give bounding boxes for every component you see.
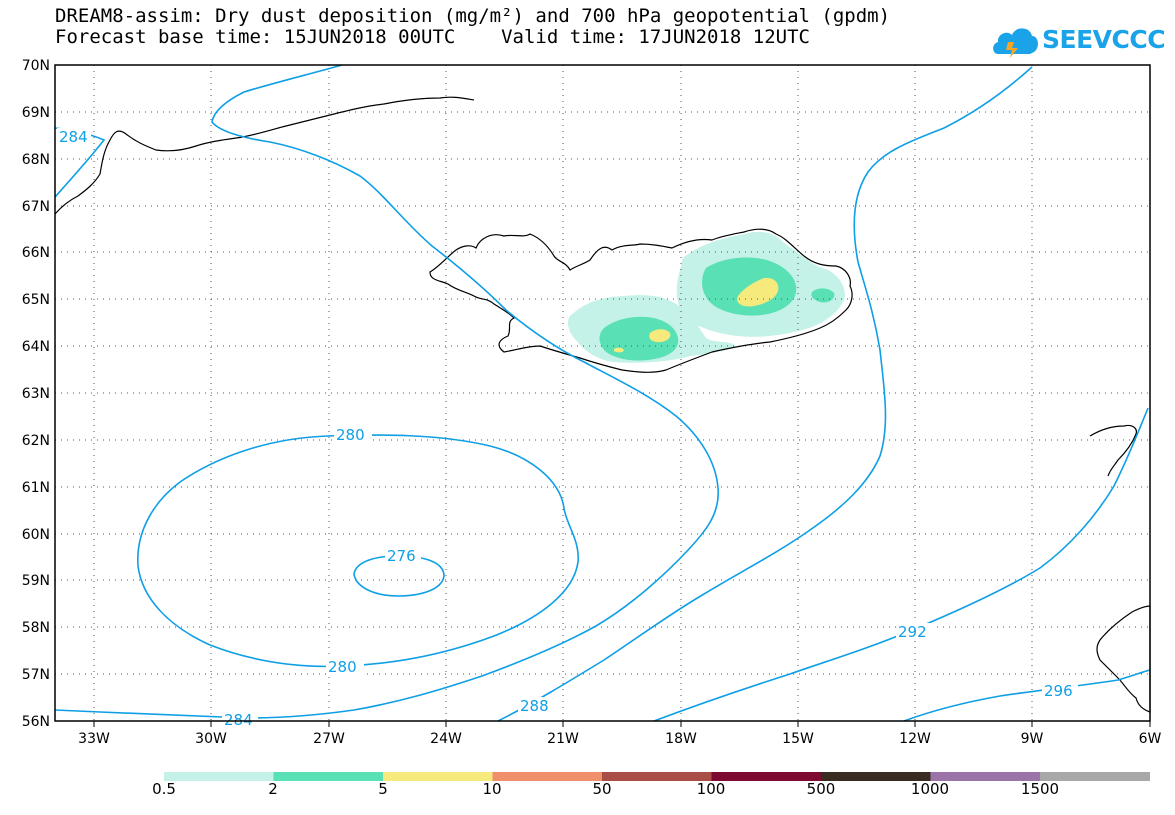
lat-label: 59N xyxy=(22,573,50,589)
colorbar-label: 2 xyxy=(268,780,278,798)
colorbar-swatch xyxy=(273,772,384,781)
lon-label: 30W xyxy=(195,731,227,747)
contour-296 xyxy=(903,669,1151,722)
colorbar xyxy=(164,772,1150,781)
contour-280-loop xyxy=(137,434,579,668)
lon-label: 21W xyxy=(547,731,579,747)
contour-276-loop xyxy=(353,555,445,597)
contour-labels: 284 280 276 280 284 288 292 296 xyxy=(57,128,1078,729)
contour-label: 296 xyxy=(1044,682,1073,700)
lat-label: 57N xyxy=(22,667,50,683)
contour-label: 276 xyxy=(387,547,416,565)
colorbar-label: 10 xyxy=(482,780,502,798)
coastline-faroe-norway-north xyxy=(1089,424,1137,477)
colorbar-label: 1500 xyxy=(1020,780,1060,798)
lat-label: 64N xyxy=(22,339,50,355)
dust-area-yellow-small xyxy=(614,347,624,353)
contour-292 xyxy=(653,407,1149,722)
colorbar-label: 100 xyxy=(696,780,726,798)
coastlines xyxy=(54,96,1151,713)
contour-284-main xyxy=(54,64,719,719)
colorbar-swatch xyxy=(711,772,822,781)
dust-area-yellow-east xyxy=(737,277,779,307)
seevccc-logo: SEEVCCC xyxy=(990,18,1166,62)
colorbar-label: 5 xyxy=(378,780,388,798)
map-gridlines xyxy=(55,65,1150,721)
coastline-iceland xyxy=(429,228,853,373)
title-line-1: DREAM8-assim: Dry dust deposition (mg/m²… xyxy=(55,5,891,27)
contour-label: 292 xyxy=(898,623,927,641)
dust-deposition-shading xyxy=(568,231,845,363)
lat-label: 58N xyxy=(22,620,50,636)
lat-label: 69N xyxy=(22,105,50,121)
coastline-greenland xyxy=(54,96,475,215)
contour-label: 280 xyxy=(336,426,365,444)
lon-label: 9W xyxy=(1021,731,1044,747)
lon-label: 18W xyxy=(665,731,697,747)
colorbar-label: 1000 xyxy=(910,780,950,798)
lon-label: 15W xyxy=(782,731,814,747)
lat-label: 68N xyxy=(22,152,50,168)
colorbar-label: 50 xyxy=(592,780,612,798)
map-frame xyxy=(54,64,1151,722)
lon-label: 27W xyxy=(313,731,345,747)
contour-label: 284 xyxy=(224,711,253,729)
colorbar-label: 0.5 xyxy=(152,780,176,798)
colorbar-swatch xyxy=(164,772,274,781)
colorbar-swatch xyxy=(602,772,712,781)
dust-area-yellow-west xyxy=(649,329,671,343)
lat-label: 61N xyxy=(22,480,50,496)
colorbar-label: 500 xyxy=(806,780,836,798)
geopotential-contours xyxy=(54,64,1151,722)
lat-label: 62N xyxy=(22,433,50,449)
lon-label: 33W xyxy=(78,731,110,747)
lon-label: 24W xyxy=(430,731,462,747)
contour-label: 284 xyxy=(59,128,88,146)
lon-label: 12W xyxy=(899,731,931,747)
contour-label: 280 xyxy=(328,658,357,676)
lat-label: 67N xyxy=(22,199,50,215)
lat-label: 60N xyxy=(22,527,50,543)
coastline-scotland xyxy=(1096,605,1151,713)
cloud-logo-icon xyxy=(993,28,1038,58)
colorbar-swatch xyxy=(930,772,1041,781)
lat-label: 56N xyxy=(22,714,50,730)
contour-label: 288 xyxy=(520,697,549,715)
latitude-labels: 70N 69N 68N 67N 66N 65N 64N 63N 62N 61N … xyxy=(22,58,50,730)
lat-label: 65N xyxy=(22,292,50,308)
title-line-2: Forecast base time: 15JUN2018 00UTC Vali… xyxy=(55,26,810,48)
colorbar-swatch xyxy=(1040,772,1150,781)
colorbar-swatch xyxy=(383,772,493,781)
lat-label: 63N xyxy=(22,386,50,402)
lat-label: 70N xyxy=(22,58,50,74)
lat-label: 66N xyxy=(22,245,50,261)
colorbar-swatch xyxy=(821,772,931,781)
axis-ticks xyxy=(93,721,1151,727)
longitude-labels: 33W 30W 27W 24W 21W 18W 15W 12W 9W 6W xyxy=(78,731,1161,747)
colorbar-swatch xyxy=(492,772,603,781)
contour-288 xyxy=(497,66,1033,722)
logo-text: SEEVCCC xyxy=(1042,25,1166,54)
lon-label: 6W xyxy=(1139,731,1162,747)
